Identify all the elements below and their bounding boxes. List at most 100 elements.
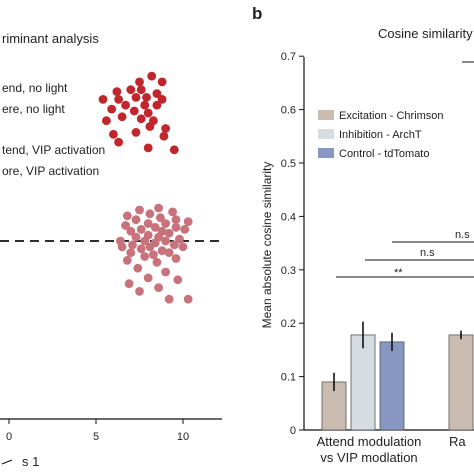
scatter-point-lower-9 [143, 219, 153, 228]
bar-0-1 [448, 334, 474, 431]
scatter-point-upper-14 [152, 100, 162, 110]
scatter-point-lower-0 [154, 203, 164, 213]
scatter-point-lower-43 [143, 273, 153, 283]
x-tick-label-0: 0 [6, 431, 12, 443]
scatter-point-lower-6 [171, 215, 181, 225]
scatter-point-lower-11 [121, 221, 130, 230]
scatter-point-upper-11 [157, 95, 167, 104]
scatter-point-upper-6 [152, 89, 162, 98]
scatter-point-lower-27 [128, 240, 137, 250]
scatter-point-upper-5 [136, 85, 146, 95]
scatter-point-lower-28 [169, 240, 179, 250]
x-axis-label: s 1 [22, 454, 39, 469]
scatter-point-upper-28 [143, 143, 153, 153]
scatter-point-lower-25 [161, 236, 171, 246]
scatter-point-lower-13 [171, 223, 181, 232]
scatter-point-lower-29 [145, 242, 155, 252]
scatter-point-lower-5 [156, 213, 165, 223]
bars [321, 321, 474, 431]
scatter-point-upper-26 [159, 131, 169, 141]
legend-entry-1: end, no light [2, 81, 68, 95]
y-tick-label-6: 0.6 [281, 105, 296, 117]
scatter-point-lower-32 [136, 244, 146, 254]
panel-label-b: b [252, 4, 262, 23]
annotation-3: ** [394, 267, 403, 279]
scatter-point-lower-31 [178, 242, 188, 252]
y-ticks: 0 0.1 0.2 0.3 0.4 0.5 0.6 0.7 [281, 51, 304, 437]
scatter-point-upper-10 [142, 93, 151, 102]
scatter-point-lower-34 [126, 248, 136, 257]
scatter-point-upper-27 [114, 137, 123, 147]
arrow-icon [1, 459, 13, 465]
bar-chart-title: Cosine similarity [378, 26, 473, 41]
x-tick-label-10: 10 [177, 431, 189, 443]
scatter-point-lower-7 [131, 215, 141, 225]
scatter-point-upper-19 [136, 114, 146, 124]
scatter-point-upper-23 [161, 124, 171, 133]
scatter-point-upper-29 [169, 145, 179, 155]
legend-entry-4: ore, VIP activation [2, 164, 99, 178]
scatter-point-lower-14 [136, 225, 146, 234]
y-axis-label: Mean absolute cosine similarity [260, 162, 274, 329]
scatter-point-lower-46 [154, 283, 164, 292]
legend-label-inhibition: Inhibition - ArchT [339, 129, 422, 141]
y-tick-label-2: 0.2 [281, 318, 296, 330]
scatter-point-lower-33 [157, 246, 167, 256]
x-category-label-1-line1: Attend modulation [317, 434, 422, 449]
scatter-point-upper-3 [112, 87, 122, 96]
scatter-point-lower-45 [173, 275, 183, 285]
scatter-point-lower-42 [161, 267, 171, 277]
right-panel: b Cosine similarity Mean absolute cosine… [252, 4, 474, 465]
scatter-point-upper-4 [126, 85, 136, 95]
scatter-point-lower-35 [164, 248, 174, 257]
scatter-point-upper-21 [102, 116, 111, 126]
legend-label-excitation: Excitation - Chrimson [339, 110, 444, 122]
left-panel: riminant analysis end, no light ere, no … [0, 31, 222, 469]
scatter-point-upper-25 [131, 127, 141, 137]
y-tick-label-0: 0 [290, 425, 296, 437]
scatter-point-lower-48 [164, 294, 174, 304]
annotation-2: n.s [420, 247, 435, 259]
scatter-point-lower-49 [183, 294, 193, 304]
scatter-point-upper-18 [117, 112, 127, 122]
scatter-point-lower-24 [140, 236, 150, 246]
annotation-1: n.s [455, 229, 470, 241]
scatter-point-lower-3 [145, 209, 155, 219]
legend-swatch-inhibition [318, 129, 334, 139]
y-tick-label-7: 0.7 [281, 51, 296, 63]
scatter-point-lower-47 [135, 287, 144, 296]
scatter-point-upper-17 [143, 108, 153, 118]
scatter-point-lower-18 [164, 228, 174, 238]
legend-swatch-control [318, 148, 334, 158]
scatter-point-lower-2 [168, 207, 178, 217]
legend-entry-3: tend, VIP activation [2, 143, 105, 157]
scatter-point-upper-1 [135, 77, 144, 87]
scatter-point-upper-8 [114, 95, 123, 104]
bar-2-0 [379, 341, 405, 431]
scatter-point-upper-7 [98, 95, 108, 104]
scatter-point-upper-15 [107, 104, 117, 114]
scatter-point-lower-30 [117, 242, 127, 252]
scatter-point-lower-39 [122, 256, 132, 265]
scatter-point-lower-40 [152, 257, 162, 267]
x-category-label-2: Ra [449, 434, 466, 449]
scatter-point-upper-9 [131, 93, 141, 102]
scatter-point-lower-38 [171, 254, 181, 263]
scatter-point-upper-16 [129, 106, 139, 116]
scatter-point-upper-22 [145, 122, 155, 131]
scatter-point-lower-20 [131, 232, 141, 242]
x-tick-label-5: 5 [93, 431, 99, 443]
scatter-point-lower-36 [149, 250, 158, 259]
scatter-point-lower-12 [150, 223, 160, 232]
scatter-point-lower-1 [135, 205, 144, 215]
scatter-point-lower-41 [133, 263, 143, 273]
bar-1-0 [350, 334, 376, 431]
scatter-point-upper-24 [109, 129, 118, 139]
y-tick-label-1: 0.1 [281, 372, 296, 384]
left-panel-title: riminant analysis [2, 31, 99, 46]
legend-label-control: Control - tdTomato [339, 148, 429, 160]
scatter-point-lower-4 [122, 211, 132, 221]
scatter-point-lower-22 [175, 234, 184, 244]
scatter-point-lower-10 [161, 219, 171, 228]
